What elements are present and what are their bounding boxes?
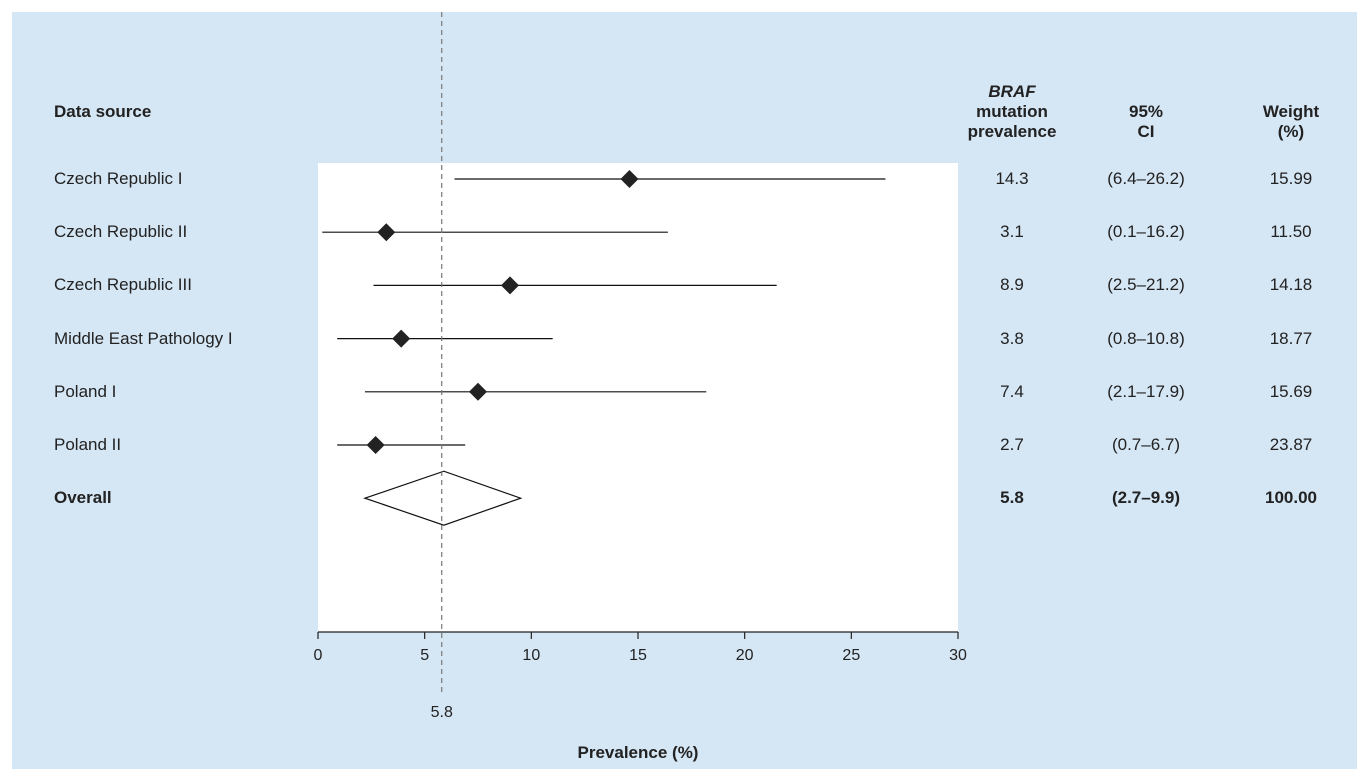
header-ci-line2: CI [1137, 122, 1155, 141]
study-prevalence: 3.1 [1000, 222, 1024, 242]
study-weight: 18.77 [1269, 328, 1313, 348]
header-data-source: Data source [54, 102, 152, 121]
study-label: Czech Republic II [54, 222, 188, 242]
overall-weight: 100.00 [1265, 488, 1317, 508]
study-ci: (0.8–10.8) [1107, 328, 1185, 348]
study-prevalence: 2.7 [1000, 435, 1024, 454]
study-prevalence: 8.9 [1000, 275, 1024, 295]
x-axis-label: Prevalence (%) [578, 743, 699, 762]
estimate-marker [501, 276, 519, 295]
study-prevalence: 3.8 [1000, 328, 1024, 348]
study-weight: 23.87 [1269, 435, 1313, 454]
estimate-marker [392, 329, 411, 348]
study-ci: (2.5–21.2) [1107, 275, 1185, 295]
estimate-marker [377, 223, 396, 242]
estimate-marker [469, 382, 487, 401]
x-tick-label: 0 [314, 647, 323, 664]
header-weight: Weight (%) [1252, 102, 1330, 142]
study-label: Poland I [54, 381, 117, 401]
x-tick-label: 5 [420, 647, 429, 664]
study-weight: 14.18 [1269, 275, 1313, 295]
x-tick-label: 15 [629, 647, 647, 664]
study-ci: (6.4–26.2) [1107, 169, 1185, 188]
study-weight: 15.69 [1269, 381, 1313, 401]
x-tick-label: 10 [522, 647, 540, 664]
overall-label: Overall [54, 488, 112, 508]
header-ci-line1: 95% [1128, 102, 1164, 121]
header-prevalence-line1: BRAF [988, 82, 1036, 101]
study-prevalence: 14.3 [995, 169, 1029, 188]
header-prevalence-line2: mutation [976, 102, 1048, 121]
reference-line-label: 5.8 [431, 704, 453, 721]
study-weight: 15.99 [1269, 169, 1313, 188]
forest-plot-svg: 0 5 10 15 20 25 30 5.8 Prevalence (%) [314, 12, 967, 762]
forest-plot-panel: Data source BRAF mutation prevalence 95%… [12, 12, 1357, 769]
estimate-marker [620, 170, 639, 188]
overall-ci: (2.7–9.9) [1111, 488, 1181, 508]
study-label: Poland II [54, 435, 122, 454]
study-prevalence: 7.4 [1000, 381, 1024, 401]
header-prevalence: BRAF mutation prevalence [957, 82, 1067, 142]
overall-prevalence: 5.8 [1000, 488, 1024, 508]
header-prevalence-line3: prevalence [967, 122, 1057, 141]
study-ci: (2.1–17.9) [1107, 381, 1185, 401]
header-ci: 95% CI [1106, 102, 1186, 142]
header-weight-line1: Weight [1262, 102, 1320, 121]
study-ci: (0.7–6.7) [1111, 435, 1181, 454]
study-label: Middle East Pathology I [54, 328, 233, 348]
x-tick-label: 30 [949, 647, 967, 664]
overall-diamond [363, 470, 523, 526]
header-weight-line2: (%) [1277, 122, 1305, 141]
study-label: Czech Republic III [54, 275, 192, 295]
x-tick-label: 20 [736, 647, 754, 664]
study-ci: (0.1–16.2) [1107, 222, 1185, 242]
x-tick-label: 25 [842, 647, 860, 664]
plot-area [318, 163, 958, 632]
study-weight: 11.50 [1270, 222, 1312, 242]
study-label: Czech Republic I [54, 169, 183, 188]
estimate-marker [366, 436, 385, 454]
